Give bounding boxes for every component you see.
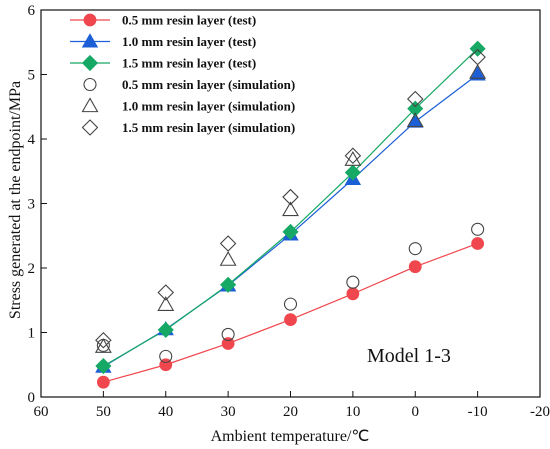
y-tick-label-6: 6 [28,3,36,19]
y-tick-label-1: 1 [28,326,36,342]
data-point-s3-1 [159,349,173,363]
axes: 60 50 40 30 20 10 0 -10 -20 0 1 2 3 4 5 6 [28,3,550,420]
data-point-s1-6 [469,66,486,81]
data-point-s0-5 [408,260,422,274]
data-point-s3-5 [408,242,422,256]
legend: 0.5 mm resin layer (test) 1.0 mm resin la… [70,13,295,136]
data-point-s2-5 [407,100,424,117]
data-point-s3-0 [96,338,110,352]
data-point-s5-2 [219,235,237,252]
data-point-s0-0 [96,375,110,389]
legend-label-2: 1.5 mm resin layer (test) [122,56,256,71]
x-tick-label-0: 60 [34,404,49,420]
data-point-s3-2 [221,327,235,341]
x-tick-label-7: -10 [468,404,488,420]
y-tick-label-5: 5 [28,68,36,84]
x-tick-label-2: 40 [158,404,173,420]
x-tick-label-4: 20 [283,404,298,420]
data-point-s3-3 [283,297,298,311]
data-point-s4-3 [282,201,299,217]
data-point-s5-5 [406,90,424,108]
x-axis-label: Ambient temperature/℃ [211,428,370,445]
x-tick-label-8: -20 [530,404,550,420]
data-point-s4-5 [406,112,424,128]
data-point-s5-4 [344,147,362,165]
series-markers [94,40,487,389]
data-point-s4-2 [219,251,237,266]
legend-label-1: 1.0 mm resin layer (test) [122,34,256,49]
data-point-s3-6 [471,222,485,236]
x-tick-label-6: 0 [412,404,420,420]
data-point-s4-0 [94,338,112,353]
data-point-s3-4 [346,275,360,289]
x-tick-label-3: 30 [221,404,236,420]
data-point-s0-6 [471,237,485,250]
data-point-s4-1 [157,296,175,311]
data-point-s2-4 [344,164,361,181]
legend-label-5: 1.5 mm resin layer (simulation) [122,120,295,135]
legend-label-0: 0.5 mm resin layer (test) [122,13,256,28]
x-tick-label-5: 10 [345,404,360,420]
data-point-s5-6 [469,48,486,66]
legend-marker-5 [81,119,99,136]
chart-annotation: Model 1-3 [367,345,451,367]
legend-marker-2 [81,54,99,72]
data-point-s0-3 [284,313,297,327]
data-point-s5-3 [282,188,299,206]
data-point-s5-1 [157,284,175,301]
legend-marker-3 [83,77,97,92]
y-tick-label-4: 4 [28,132,36,148]
data-point-s2-3 [282,223,299,240]
y-tick-label-3: 3 [28,197,36,213]
legend-marker-0 [83,13,97,27]
legend-marker-4 [81,97,99,113]
legend-marker-1 [81,33,99,48]
y-tick-label-0: 0 [28,390,36,406]
data-point-s2-6 [469,40,486,57]
legend-label-3: 0.5 mm resin layer (simulation) [122,77,295,92]
data-point-s5-0 [95,331,112,349]
data-point-s0-2 [221,337,235,350]
data-point-s2-1 [157,321,174,338]
y-axis-label: Stress generated at the endpoint/MPa [7,81,24,319]
data-point-s2-0 [95,357,112,375]
y-tick-label-2: 2 [28,261,36,277]
data-point-s2-2 [220,276,237,293]
data-point-s0-4 [346,287,360,301]
legend-label-4: 1.0 mm resin layer (simulation) [122,99,295,114]
data-point-s4-4 [344,151,362,166]
data-point-s4-6 [469,63,487,79]
x-tick-label-1: 50 [96,404,111,420]
